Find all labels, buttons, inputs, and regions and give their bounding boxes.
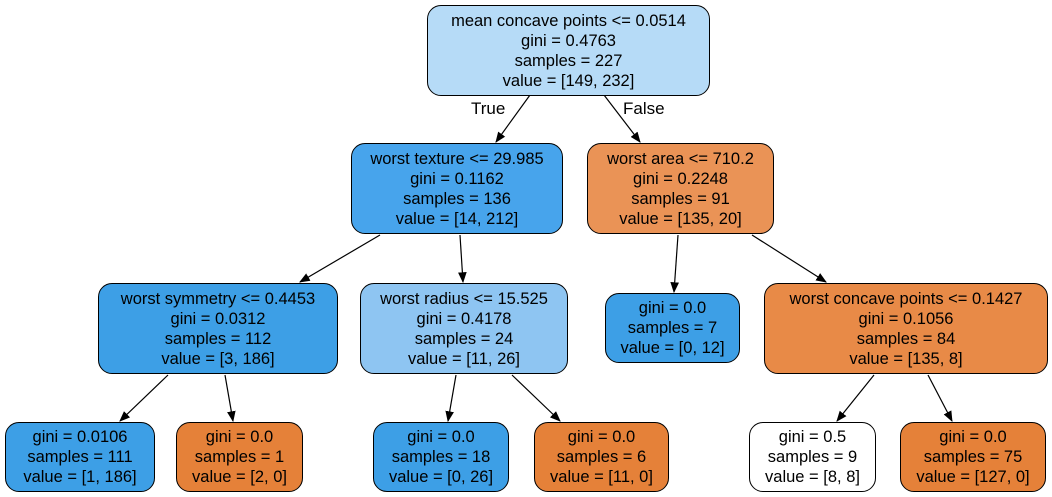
node-line: gini = 0.0312 — [170, 309, 266, 328]
edge-n2-n5 — [670, 234, 679, 294]
edge-n3-n7 — [119, 374, 169, 422]
node-line: value = [11, 0] — [550, 468, 653, 486]
edge-label-true: True — [471, 99, 506, 118]
node-line: samples = 1 — [194, 448, 285, 466]
node-line: gini = 0.0 — [567, 428, 636, 446]
tree-node-root: mean concave points <= 0.0514 gini = 0.47… — [427, 5, 710, 96]
tree-leaf-node: gini = 0.0 samples = 6 value = [11, 0] — [534, 422, 669, 492]
tree-leaf-node: gini = 0.0 samples = 75 value = [127, 0] — [900, 422, 1046, 492]
tree-leaf-node: gini = 0.5 samples = 9 value = [8, 8] — [749, 422, 876, 492]
node-line: samples = 9 — [767, 448, 858, 466]
node-line: samples = 7 — [627, 319, 718, 337]
node-line: samples = 18 — [391, 448, 491, 466]
node-line: samples = 136 — [403, 189, 511, 208]
tree-leaf-node: gini = 0.0106 samples = 111 value = [1, 18… — [5, 422, 155, 492]
node-line: mean concave points <= 0.0514 — [451, 11, 686, 30]
node-line: worst concave points <= 0.1427 — [789, 289, 1023, 308]
node-line: gini = 0.1056 — [858, 309, 954, 328]
node-line: gini = 0.0 — [638, 299, 707, 317]
node-line: value = [14, 212] — [395, 209, 519, 228]
tree-leaf-node: gini = 0.0 samples = 7 value = [0, 12] — [605, 293, 740, 363]
node-line: worst symmetry <= 0.4453 — [120, 289, 316, 308]
tree-node-worst-radius: worst radius <= 15.525 gini = 0.4178 sampl… — [360, 283, 568, 374]
edge-n2-n6 — [751, 234, 827, 283]
edge-n0-n1 — [495, 94, 531, 143]
node-line: value = [0, 12] — [620, 339, 725, 357]
node-line: worst area <= 710.2 — [607, 149, 754, 168]
node-line: gini = 0.0106 — [32, 428, 128, 446]
node-line: samples = 112 — [164, 329, 272, 348]
tree-node-worst-symmetry: worst symmetry <= 0.4453 gini = 0.0312 sam… — [98, 283, 338, 374]
node-line: gini = 0.0 — [407, 428, 475, 446]
edge-label-false: False — [623, 99, 665, 118]
edge-n0-n2 — [603, 94, 641, 143]
node-line: worst texture <= 29.985 — [370, 149, 544, 168]
tree-leaf-node: gini = 0.0 samples = 1 value = [2, 0] — [176, 422, 303, 492]
node-line: gini = 0.1162 — [410, 169, 504, 188]
node-line: gini = 0.4178 — [416, 309, 512, 328]
node-line: gini = 0.5 — [778, 428, 847, 446]
node-line: value = [8, 8] — [765, 468, 860, 486]
node-line: value = [1, 186] — [23, 468, 137, 486]
node-line: value = [135, 8] — [849, 349, 963, 368]
edge-n6-n11 — [836, 374, 875, 422]
edge-n4-n9 — [445, 374, 457, 423]
edge-n4-n10 — [511, 374, 561, 422]
node-line: value = [135, 20] — [619, 209, 742, 228]
node-line: gini = 0.4763 — [521, 31, 616, 50]
node-line: value = [2, 0] — [192, 468, 287, 486]
node-line: samples = 111 — [27, 448, 133, 466]
node-line: samples = 75 — [923, 448, 1023, 466]
edge-n1-n4 — [458, 234, 467, 284]
node-line: samples = 24 — [414, 329, 514, 348]
node-line: worst radius <= 15.525 — [380, 289, 548, 308]
node-line: samples = 91 — [631, 189, 730, 208]
tree-node-worst-concave-points: worst concave points <= 0.1427 gini = 0.1… — [764, 283, 1048, 374]
node-line: samples = 84 — [856, 329, 956, 348]
tree-node-worst-area: worst area <= 710.2 gini = 0.2248 samples … — [587, 143, 774, 234]
node-line: gini = 0.2248 — [633, 169, 728, 188]
edge-n6-n12 — [927, 374, 953, 422]
node-line: value = [149, 232] — [502, 71, 635, 90]
node-line: samples = 227 — [514, 51, 623, 70]
node-line: gini = 0.0 — [205, 428, 274, 446]
edge-n3-n8 — [224, 374, 236, 423]
node-line: samples = 6 — [556, 448, 647, 466]
tree-leaf-node: gini = 0.0 samples = 18 value = [0, 26] — [373, 422, 509, 492]
node-line: value = [127, 0] — [916, 468, 1030, 486]
edge-n1-n3 — [299, 234, 381, 283]
node-line: value = [11, 26] — [407, 349, 521, 368]
node-line: value = [3, 186] — [161, 349, 275, 368]
node-line: value = [0, 26] — [388, 468, 494, 486]
tree-node-worst-texture: worst texture <= 29.985 gini = 0.1162 samp… — [351, 143, 563, 234]
node-line: gini = 0.0 — [939, 428, 1007, 446]
